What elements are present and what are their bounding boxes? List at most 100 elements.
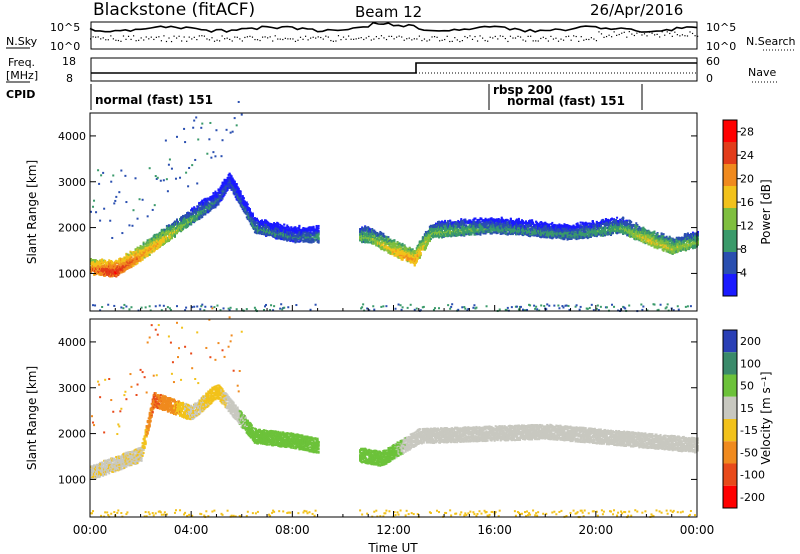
power-cell — [92, 205, 95, 208]
power-cell — [385, 235, 388, 238]
n-search-dot — [451, 40, 453, 43]
power-cell — [361, 241, 364, 244]
power-cell — [160, 234, 163, 237]
n-search-dot — [651, 32, 653, 34]
power-ground-cell — [401, 306, 404, 309]
power-cell — [139, 260, 142, 263]
power-cell — [119, 257, 122, 260]
power-cell — [165, 237, 168, 240]
power-cell — [133, 260, 136, 263]
power-cell — [109, 260, 112, 263]
power-cell — [107, 265, 110, 268]
power-cell — [257, 221, 260, 224]
power-cell — [126, 261, 129, 264]
power-cell — [198, 212, 201, 215]
n-search-dot — [107, 39, 109, 41]
power-cell — [170, 225, 173, 228]
n-search-dot — [375, 36, 377, 38]
power-cell — [140, 256, 143, 259]
power-cell — [202, 205, 205, 208]
power-cell — [169, 232, 172, 235]
power-cell — [201, 211, 204, 214]
power-cell — [186, 220, 189, 223]
n-search-dot — [684, 35, 686, 37]
power-cell — [166, 229, 169, 232]
power-cell — [114, 261, 117, 264]
power-cell — [163, 228, 166, 231]
power-cell — [185, 217, 188, 220]
power-cell — [92, 266, 95, 269]
power-cell — [245, 211, 248, 214]
power-cell — [197, 208, 200, 211]
power-cell — [152, 243, 155, 246]
power-cell — [109, 273, 112, 276]
power-cell — [229, 185, 232, 188]
n-search-dot — [390, 35, 393, 37]
power-cell — [145, 249, 148, 252]
power-cell — [121, 263, 124, 266]
power-cell — [237, 100, 240, 103]
power-cell — [161, 229, 164, 232]
power-cell — [146, 247, 149, 250]
power-cell — [200, 216, 203, 219]
power-cell — [191, 164, 194, 167]
power-cell — [243, 211, 246, 214]
power-cell — [208, 138, 211, 141]
power-cell — [239, 203, 242, 206]
power-cell — [104, 264, 107, 267]
n-search-dot — [254, 38, 256, 41]
power-cell — [220, 155, 223, 158]
power-cell — [120, 263, 123, 266]
power-ground-cell — [295, 304, 298, 307]
power-cell — [295, 227, 298, 230]
power-cell — [129, 257, 132, 260]
power-ground-cell — [253, 306, 256, 309]
power-cell — [199, 206, 202, 209]
power-ground-cell — [154, 305, 157, 308]
power-cell — [183, 215, 186, 218]
power-cell — [125, 257, 128, 260]
power-cell — [230, 185, 233, 188]
power-cell — [111, 273, 114, 276]
power-cell — [317, 229, 320, 232]
power-cell — [182, 222, 185, 225]
power-cell — [255, 228, 258, 231]
power-cell — [253, 224, 256, 227]
power-cell — [206, 202, 209, 205]
power-ground-cell — [160, 309, 163, 312]
n-search-dot — [239, 38, 241, 40]
power-cell — [124, 174, 127, 177]
power-cell — [153, 245, 156, 248]
power-cell — [158, 244, 161, 247]
power-ground-cell — [222, 307, 225, 310]
power-cell — [216, 192, 219, 195]
power-cell — [212, 197, 215, 200]
power-cell — [144, 253, 147, 256]
power-cell — [247, 218, 250, 221]
power-ground-cell — [254, 308, 257, 311]
power-cell — [174, 227, 177, 230]
n-search-dot — [411, 39, 413, 41]
n-search-dot — [342, 36, 345, 38]
power-cell — [218, 197, 221, 200]
power-cell — [202, 213, 205, 216]
power-cell — [146, 243, 149, 246]
power-cell — [224, 187, 227, 190]
power-cell — [189, 217, 192, 220]
power-cell — [195, 214, 198, 217]
n-search-dot — [211, 37, 213, 39]
power-cell — [173, 222, 176, 225]
n-search-dot — [218, 40, 221, 42]
power-cell — [187, 219, 190, 222]
power-cell — [178, 229, 181, 232]
power-cell — [195, 207, 198, 210]
n-search-dot — [585, 38, 587, 41]
n-search-dot — [580, 36, 582, 38]
n-search-dot — [340, 39, 342, 41]
power-ground-cell — [235, 308, 238, 311]
n-search-dot — [363, 38, 365, 41]
power-cell — [104, 269, 107, 272]
n-search-dot — [638, 31, 641, 33]
power-cell — [100, 267, 103, 270]
power-cell — [225, 188, 228, 191]
